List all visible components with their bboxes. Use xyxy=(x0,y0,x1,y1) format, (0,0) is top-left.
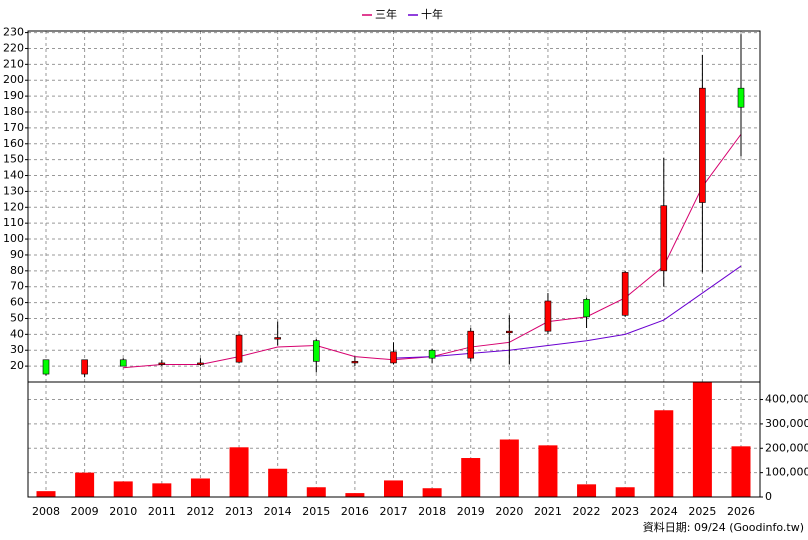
candle-body xyxy=(119,359,127,367)
x-tick-label: 2021 xyxy=(534,505,562,518)
candle-body xyxy=(312,340,320,362)
y-tick-label: 220 xyxy=(3,41,24,54)
y2-tick-label: 300,000 xyxy=(765,417,808,430)
x-tick-label: 2023 xyxy=(611,505,639,518)
volume-bar xyxy=(152,483,172,497)
volume-bar xyxy=(731,446,751,497)
x-tick-label: 2026 xyxy=(727,505,755,518)
candle-body xyxy=(351,361,359,364)
candle-body xyxy=(235,334,243,363)
x-tick-label: 2013 xyxy=(225,505,253,518)
x-tick-label: 2015 xyxy=(302,505,330,518)
x-tick-label: 2014 xyxy=(264,505,292,518)
grid xyxy=(28,31,760,498)
candle-body xyxy=(621,272,629,316)
x-tick-label: 2020 xyxy=(495,505,523,518)
volume-bar xyxy=(422,488,442,497)
y-tick-label: 70 xyxy=(10,280,24,293)
candle-body xyxy=(197,362,204,365)
y-tick-label: 130 xyxy=(3,184,24,197)
y-tick-label: 50 xyxy=(10,311,24,324)
x-tick-label: 2009 xyxy=(71,505,99,518)
footer: 資料日期: 09/24 (Goodinfo.tw) xyxy=(643,520,804,534)
candle-body xyxy=(467,330,475,359)
x-tick-label: 2024 xyxy=(650,505,678,518)
y2-tick-label: 0 xyxy=(765,490,772,503)
legend-label: 十年 xyxy=(421,7,443,21)
x-tick-label: 2012 xyxy=(186,505,214,518)
volume-bar xyxy=(36,491,56,497)
y-tick-label: 100 xyxy=(3,232,24,245)
volume-bar xyxy=(190,478,210,497)
candle-body xyxy=(274,337,281,340)
y2-tick-label: 400,000 xyxy=(765,393,808,406)
volume-bar xyxy=(113,481,133,497)
candle-body xyxy=(506,330,513,334)
y-tick-label: 190 xyxy=(3,89,24,102)
y-tick-label: 180 xyxy=(3,105,24,118)
y-tick-label: 200 xyxy=(3,73,24,86)
volume-bar xyxy=(692,382,712,497)
marks xyxy=(36,34,751,497)
x-tick-label: 2025 xyxy=(688,505,716,518)
volume-bar xyxy=(268,468,288,497)
candle-body xyxy=(158,362,166,365)
y-tick-label: 110 xyxy=(3,216,24,229)
x-tick-label: 2019 xyxy=(457,505,485,518)
x-tick-label: 2011 xyxy=(148,505,176,518)
legend: 三年 十年 xyxy=(362,7,443,21)
y-tick-label: 80 xyxy=(10,264,24,277)
y-tick-label: 90 xyxy=(10,248,24,261)
y-tick-label: 20 xyxy=(10,359,24,372)
x-tick-label: 2022 xyxy=(573,505,601,518)
x-tick-label: 2010 xyxy=(109,505,137,518)
volume-bar xyxy=(538,445,558,497)
candle-body xyxy=(583,299,590,318)
volume-bar xyxy=(499,439,519,497)
volume-bar xyxy=(615,487,635,497)
y-tick-label: 150 xyxy=(3,153,24,166)
candle-body xyxy=(390,351,397,364)
volume-bar xyxy=(461,458,481,497)
volume-bar xyxy=(654,410,674,497)
y-tick-label: 210 xyxy=(3,57,24,70)
y-tick-label: 170 xyxy=(3,121,24,134)
y-tick-label: 120 xyxy=(3,200,24,213)
y-tick-label: 140 xyxy=(3,169,24,182)
candle-body xyxy=(660,205,668,272)
legend-label: 三年 xyxy=(375,7,397,21)
y-tick-label: 160 xyxy=(3,137,24,150)
x-tick-label: 2018 xyxy=(418,505,446,518)
candle-body xyxy=(737,87,745,108)
candle-body xyxy=(81,359,88,375)
candle-body xyxy=(428,349,436,359)
volume-bar xyxy=(306,487,326,497)
volume-bar xyxy=(345,493,365,497)
volume-bar xyxy=(75,472,95,497)
x-tick-label: 2008 xyxy=(32,505,60,518)
y-tick-label: 60 xyxy=(10,296,24,309)
ma-line xyxy=(393,265,742,359)
candle-body xyxy=(42,359,50,375)
candle-body xyxy=(699,87,706,203)
candle-body xyxy=(544,300,552,332)
y-tick-label: 40 xyxy=(10,327,24,340)
x-tick-label: 2016 xyxy=(341,505,369,518)
y2-tick-label: 100,000 xyxy=(765,466,808,479)
volume-bar xyxy=(384,480,403,497)
y2-tick-label: 200,000 xyxy=(765,441,808,454)
volume-bar xyxy=(229,447,249,497)
volume-bar xyxy=(577,484,597,497)
plot-frame xyxy=(27,30,761,498)
labels: 2008 2009 2010 2011 2012 2013 2014 2015 2016 2017… xyxy=(3,7,808,534)
x-tick-label: 2017 xyxy=(380,505,408,518)
y-tick-label: 230 xyxy=(3,26,24,39)
y-tick-label: 30 xyxy=(10,343,24,356)
